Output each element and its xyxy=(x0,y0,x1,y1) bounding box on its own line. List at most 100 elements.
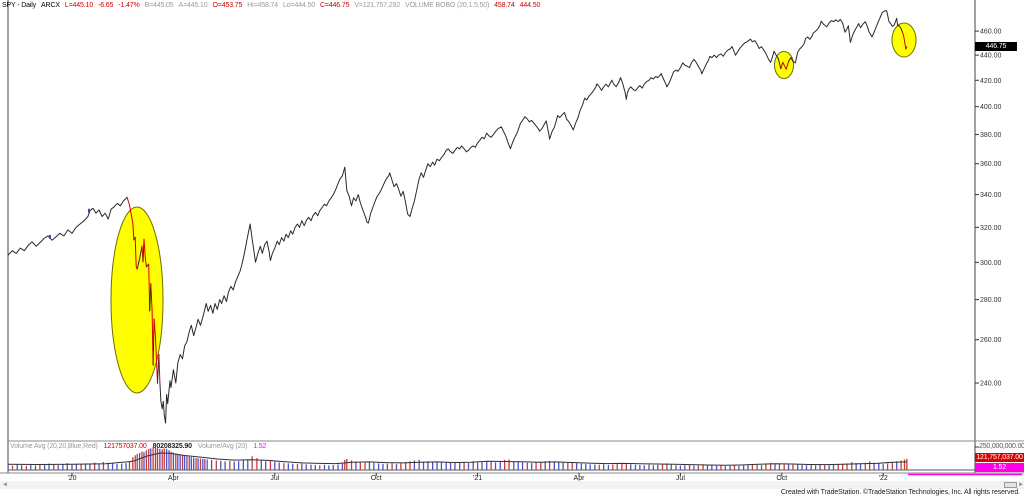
time-tick-label: Apr xyxy=(168,475,180,482)
time-tick-label: '20 xyxy=(67,475,76,482)
scroll-right-icon[interactable]: ► xyxy=(1018,482,1024,488)
volume-bar xyxy=(301,463,303,470)
price-tick-label: 420.00 xyxy=(980,78,1002,85)
volume-bar xyxy=(765,464,767,470)
volume-bar xyxy=(43,464,46,470)
volume-bar xyxy=(247,459,249,470)
volume-bar xyxy=(195,458,197,470)
volume-bar xyxy=(89,464,91,470)
volume-bar xyxy=(93,462,96,470)
volume-bar xyxy=(116,464,118,470)
volume-bar xyxy=(154,447,157,470)
band-high: 458.74 xyxy=(494,2,515,9)
band-low: 444.50 xyxy=(519,2,541,9)
volume-bar xyxy=(494,462,497,470)
volume-bar xyxy=(661,464,664,470)
volume-bar xyxy=(810,464,812,470)
volume-bar xyxy=(742,465,745,470)
volume-bar xyxy=(310,464,312,470)
volume-bar xyxy=(828,465,830,470)
scrollbar-thumb[interactable] xyxy=(1004,482,1017,488)
volume-bar xyxy=(102,461,105,470)
volume-bar xyxy=(521,462,524,470)
volume-bar xyxy=(57,465,59,470)
volume-bar xyxy=(314,464,317,470)
volume-bar xyxy=(346,458,348,470)
volume-bar xyxy=(128,461,131,470)
volume-bar xyxy=(490,461,492,470)
time-tick-label: Oct xyxy=(371,475,382,482)
scroll-left-icon[interactable]: ◄ xyxy=(2,482,8,488)
volume-bar xyxy=(121,463,123,470)
volume-bar xyxy=(431,462,434,470)
price-tick-label: 260.00 xyxy=(980,337,1002,344)
volume-bar xyxy=(168,450,170,470)
volume-bar xyxy=(172,452,175,470)
volume-bar xyxy=(134,455,136,470)
time-tick-label: '21 xyxy=(473,475,482,482)
time-tick-label: Oct xyxy=(776,475,787,482)
price-line-red-segment xyxy=(153,318,158,384)
volume-bar xyxy=(463,461,465,470)
volume-bar xyxy=(202,458,204,470)
volume-bar xyxy=(328,465,330,470)
symbol-interval: SPY - Daily xyxy=(2,2,37,9)
volume-avg-value: 80208325.90 xyxy=(152,443,192,450)
volume-bar xyxy=(567,462,569,470)
volume-bar xyxy=(75,463,78,470)
volume-bar xyxy=(472,461,474,470)
volume-bar xyxy=(648,464,650,470)
volume-bar xyxy=(427,461,429,470)
price-tick-label: 400.00 xyxy=(980,104,1002,111)
volume-bar xyxy=(368,462,371,470)
volume-bar xyxy=(873,462,875,470)
bid: B=445.05 xyxy=(144,2,174,9)
volume-bar xyxy=(186,456,188,470)
volume-bar xyxy=(181,455,184,470)
volume-bar xyxy=(846,463,848,470)
volume-bar xyxy=(165,449,168,470)
volume-bar xyxy=(400,463,402,470)
volume-bar xyxy=(159,448,161,470)
volume-bar xyxy=(220,460,222,470)
volume-bar xyxy=(107,462,109,470)
volume-bar xyxy=(711,465,713,470)
volume-bar xyxy=(503,459,506,470)
copyright-text: Created with TradeStation. ©TradeStation… xyxy=(780,489,1020,496)
volume-bar xyxy=(594,464,596,470)
volume-bar xyxy=(145,450,148,470)
volume-bar xyxy=(141,451,143,470)
volume-bar xyxy=(769,462,772,470)
volume-bar xyxy=(377,463,380,470)
volume-bar xyxy=(278,462,280,470)
volume-avg-label: Volume Avg (20,20,Blue,Red) xyxy=(10,443,98,450)
volume-bar xyxy=(156,448,159,470)
volume-bar xyxy=(886,463,889,470)
volume-bar xyxy=(832,464,835,470)
volume-bar xyxy=(481,462,483,470)
volume-axis-label: 250,000,000.00 xyxy=(979,443,1024,450)
volume-bar xyxy=(612,464,614,470)
time-tick-label: Apr xyxy=(574,475,586,482)
volume-bar xyxy=(891,462,893,470)
horizontal-scrollbar[interactable]: ◄ ► xyxy=(0,481,1024,489)
volume-bar xyxy=(341,463,344,470)
price-tick-label: 320.00 xyxy=(980,225,1002,232)
volume-bar xyxy=(7,464,9,470)
volume-bar xyxy=(900,460,902,470)
volume-bar xyxy=(350,460,353,470)
price-tick-label: 380.00 xyxy=(980,132,1002,139)
volume-bar xyxy=(706,465,709,470)
price-line-red-segment xyxy=(780,60,790,70)
volume-bar xyxy=(544,461,546,470)
volume-bar xyxy=(819,464,821,470)
volume-bar xyxy=(531,463,533,470)
volume-bar xyxy=(98,463,100,470)
volume-bar xyxy=(71,464,73,470)
volume-bar xyxy=(125,463,127,470)
volume-bar xyxy=(152,447,154,470)
volume-bar xyxy=(344,459,346,470)
volume-bar xyxy=(188,456,190,470)
volume-bar xyxy=(621,463,623,470)
